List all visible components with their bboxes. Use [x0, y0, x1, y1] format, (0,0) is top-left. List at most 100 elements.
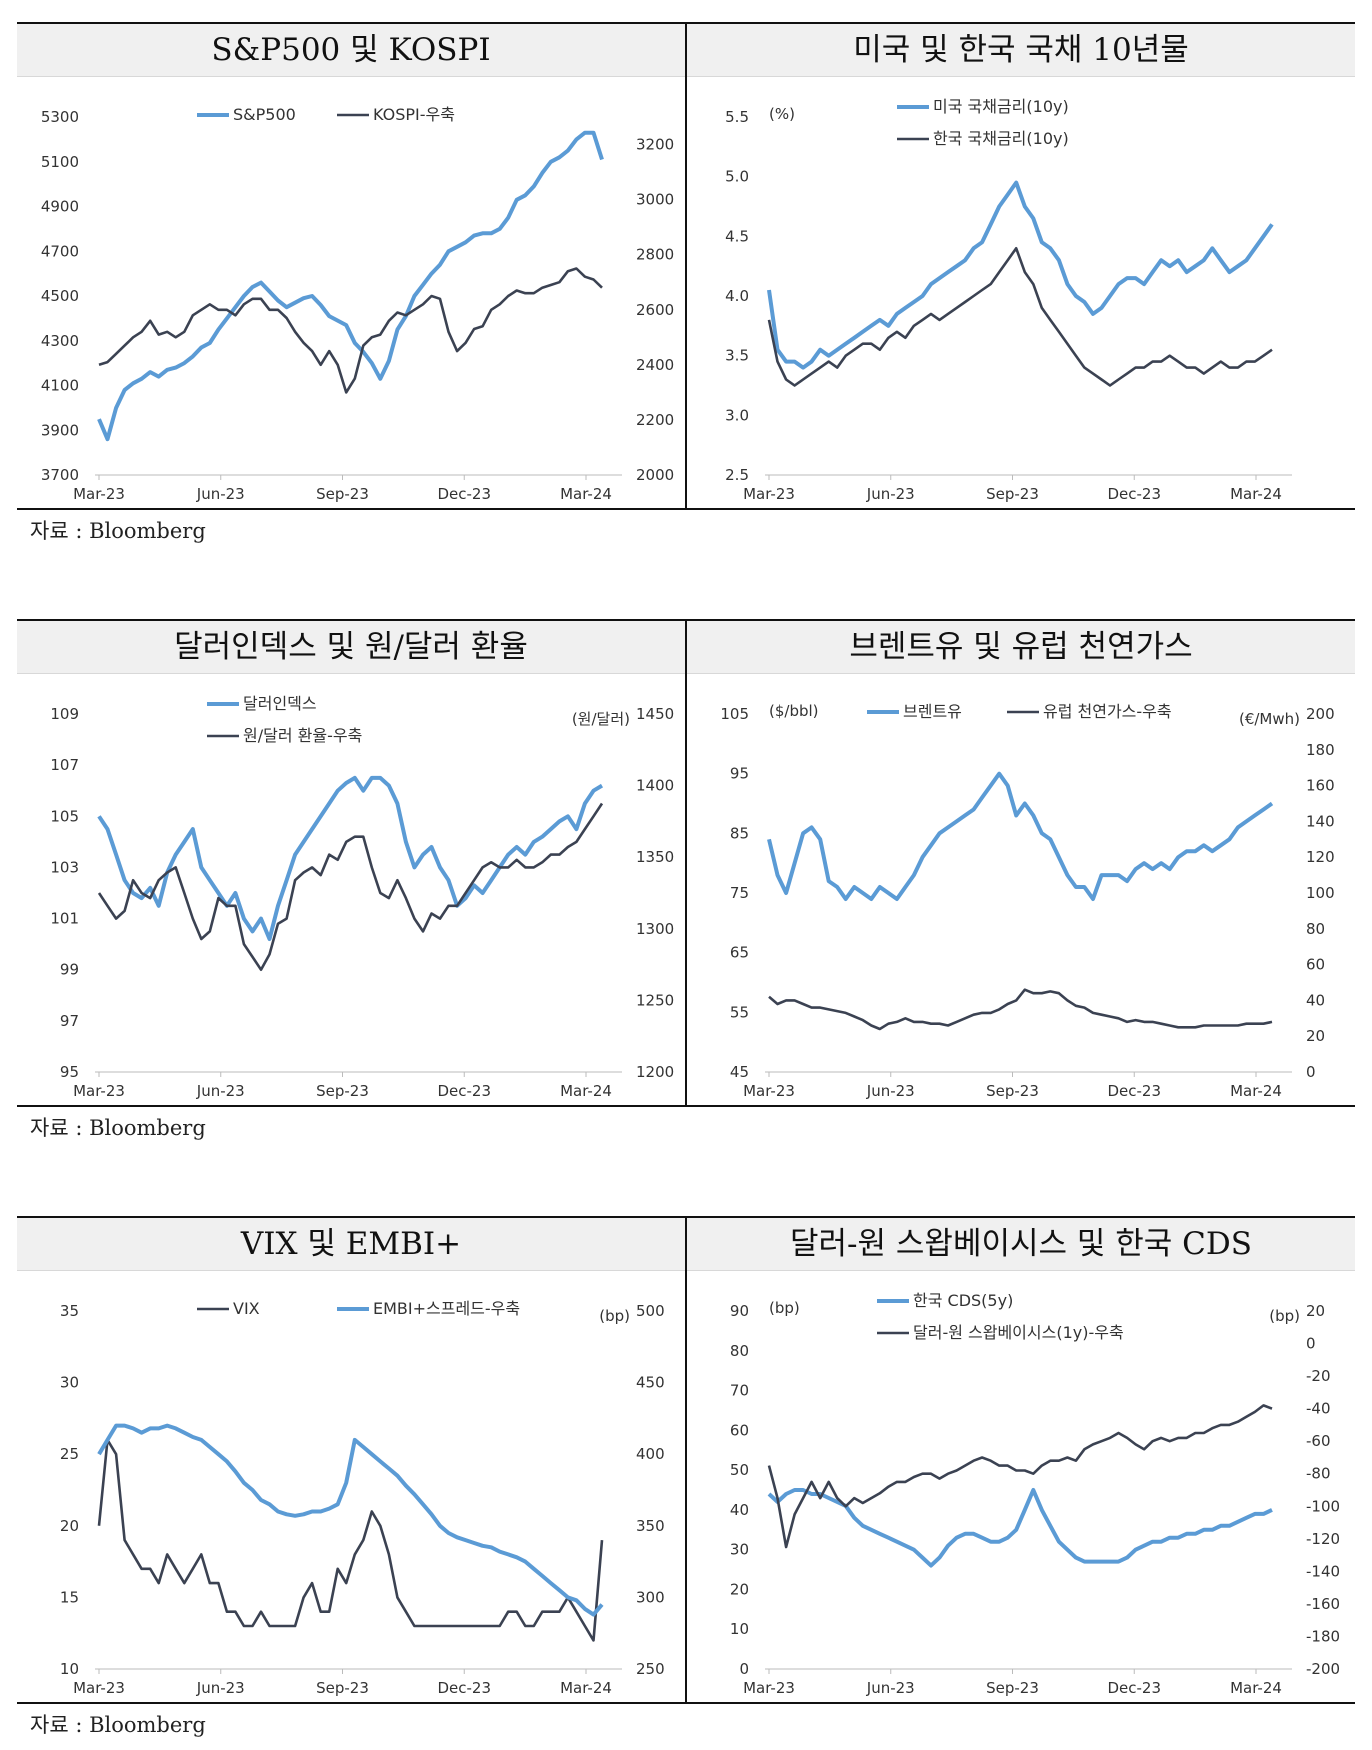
x-tick-label: Mar-24	[1230, 485, 1282, 503]
legend-label: 브렌트유	[903, 702, 962, 721]
y-tick-label: 85	[730, 824, 749, 842]
chart-title: 미국 및 한국 국채 10년물	[853, 32, 1189, 68]
legend-label: 달러-원 스왑베이시스(1y)-우축	[913, 1323, 1124, 1342]
y-tick-label: 4500	[41, 287, 79, 305]
y-tick-label: 95	[730, 765, 749, 783]
y-tick-label: 20	[730, 1580, 749, 1598]
y-tick-label: 20	[60, 1517, 79, 1535]
y2-tick-label: 3000	[636, 191, 674, 209]
y2-tick-label: -20	[1306, 1367, 1331, 1385]
y2-unit-label: (원/달러)	[572, 710, 630, 728]
chart-title: S&P500 및 KOSPI	[211, 32, 491, 68]
y2-tick-label: 450	[636, 1374, 665, 1392]
y-tick-label: 4.0	[725, 287, 749, 305]
y-tick-label: 45	[730, 1063, 749, 1081]
legend-label: VIX	[233, 1299, 260, 1318]
y2-tick-label: 350	[636, 1517, 665, 1535]
x-tick-label: Mar-23	[73, 1679, 125, 1697]
source-note: 자료 : Bloomberg	[30, 1713, 206, 1737]
y-tick-label: 4.5	[725, 227, 749, 245]
y2-tick-label: -140	[1306, 1562, 1340, 1580]
x-tick-label: Dec-23	[1107, 1082, 1161, 1100]
y-tick-label: 40	[730, 1501, 749, 1519]
chart-title: 달러인덱스 및 원/달러 환율	[174, 629, 528, 665]
x-tick-label: Sep-23	[986, 1082, 1039, 1100]
series-line	[767, 771, 1274, 901]
divider	[685, 621, 687, 1105]
y-tick-label: 15	[60, 1588, 79, 1606]
x-tick-label: Sep-23	[986, 1679, 1039, 1697]
x-tick-label: Mar-23	[73, 485, 125, 503]
x-tick-label: Sep-23	[316, 1082, 369, 1100]
y2-tick-label: 40	[1306, 991, 1325, 1009]
y2-unit-label: (€/Mwh)	[1239, 710, 1300, 728]
y2-tick-label: -160	[1306, 1595, 1340, 1613]
y-tick-label: 35	[60, 1302, 79, 1320]
x-tick-label: Dec-23	[1107, 1679, 1161, 1697]
y-tick-label: 80	[730, 1342, 749, 1360]
y2-tick-label: 20	[1306, 1027, 1325, 1045]
legend-label: 미국 국채금리(10y)	[933, 97, 1069, 116]
x-tick-label: Sep-23	[316, 1679, 369, 1697]
chart-header: VIX 및 EMBI+	[17, 1218, 685, 1271]
y2-tick-label: 2600	[636, 301, 674, 319]
y2-tick-label: 400	[636, 1445, 665, 1463]
y-tick-label: 4300	[41, 332, 79, 350]
x-tick-label: Sep-23	[986, 485, 1039, 503]
y2-tick-label: 2200	[636, 411, 674, 429]
y-tick-label: 3900	[41, 421, 79, 439]
y2-tick-label: 3200	[636, 136, 674, 154]
y2-tick-label: 1350	[636, 848, 674, 866]
chart-svg: 45 55 65 75 85 95 105 0 20 40 60 80 100 120 140 160 180 2…	[720, 702, 1335, 1100]
y2-tick-label: 1400	[636, 777, 674, 795]
y-tick-label: 103	[50, 858, 79, 876]
chart-svg: 95 97 99 101 103 105 107 109 1200 1250 1300 1350 140…	[50, 694, 674, 1100]
y-tick-label: 3.0	[725, 406, 749, 424]
y-tick-label: 99	[60, 961, 79, 979]
y-tick-label: 97	[60, 1012, 79, 1030]
y-tick-label: 70	[730, 1382, 749, 1400]
y2-unit-label: (bp)	[599, 1307, 630, 1325]
y2-tick-label: -60	[1306, 1432, 1331, 1450]
y-tick-label: 2.5	[725, 466, 749, 484]
x-tick-label: Jun-23	[196, 485, 245, 503]
y-tick-label: 109	[50, 705, 79, 723]
source-note: 자료 : Bloomberg	[30, 519, 206, 543]
chart-header: 미국 및 한국 국채 10년물	[687, 24, 1355, 77]
divider	[685, 24, 687, 508]
y-tick-label: 3700	[41, 466, 79, 484]
y2-tick-label: 120	[1306, 848, 1335, 866]
y-tick-label: 5100	[41, 153, 79, 171]
y-tick-label: 75	[730, 884, 749, 902]
y2-tick-label: 60	[1306, 956, 1325, 974]
series-line	[767, 1404, 1273, 1549]
x-tick-label: Dec-23	[437, 1679, 491, 1697]
series-line	[97, 775, 604, 941]
x-tick-label: Mar-23	[73, 1082, 125, 1100]
x-tick-label: Mar-24	[560, 1082, 612, 1100]
y2-tick-label: 1200	[636, 1063, 674, 1081]
chart-header: 브렌트유 및 유럽 천연가스	[687, 621, 1355, 674]
y-tick-label: 5.5	[725, 108, 749, 126]
y-unit-label: (%)	[769, 105, 795, 123]
y-unit-label: ($/bbl)	[769, 702, 819, 720]
x-tick-label: Mar-24	[560, 1679, 612, 1697]
legend-label: 한국 CDS(5y)	[913, 1291, 1013, 1310]
series-line	[97, 1438, 604, 1642]
y2-tick-label: 160	[1306, 777, 1335, 795]
x-tick-label: Jun-23	[866, 1679, 915, 1697]
y2-tick-label: 180	[1306, 741, 1335, 759]
x-tick-label: Sep-23	[316, 485, 369, 503]
series-line	[768, 988, 1273, 1031]
legend-label: 달러인덱스	[243, 694, 317, 713]
legend-label: 유럽 천연가스-우축	[1043, 702, 1172, 721]
chart-row-1: S&P500 및 KOSPI 미국 및 한국 국채 10년물 3700 3900 4…	[17, 22, 1355, 510]
y2-tick-label: 2800	[636, 246, 674, 264]
y-tick-label: 10	[60, 1660, 79, 1678]
y2-tick-label: 2400	[636, 356, 674, 374]
source-note: 자료 : Bloomberg	[30, 1116, 206, 1140]
y2-tick-label: 140	[1306, 812, 1335, 830]
legend-label: KOSPI-우축	[373, 105, 455, 124]
series-line	[767, 1488, 1273, 1568]
divider	[685, 1218, 687, 1702]
